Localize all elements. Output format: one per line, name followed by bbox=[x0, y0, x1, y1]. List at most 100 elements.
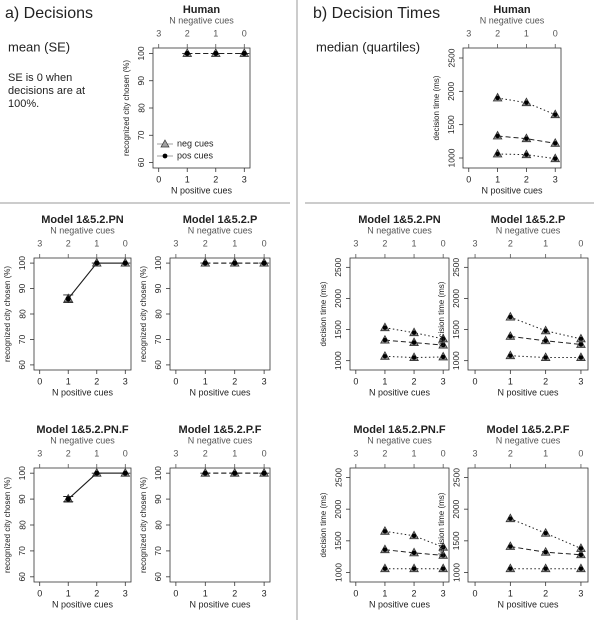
x2-tick-label: 3 bbox=[353, 238, 358, 248]
y-tick-label: 1500 bbox=[446, 115, 456, 134]
x2-tick-label: 2 bbox=[66, 238, 71, 248]
y-axis-label: decision time (ms) bbox=[319, 281, 328, 346]
marker bbox=[184, 50, 190, 57]
x-tick-label: 2 bbox=[412, 588, 417, 598]
x2-tick-label: 2 bbox=[66, 448, 71, 458]
y-tick-label: 60 bbox=[153, 360, 163, 370]
x-tick-label: 1 bbox=[203, 588, 208, 598]
x2-axis-label: N negative cues bbox=[50, 435, 115, 445]
y-tick-label: 90 bbox=[153, 284, 163, 294]
y-tick-label: 70 bbox=[153, 546, 163, 556]
y-tick-label: 1500 bbox=[333, 531, 343, 550]
x2-axis-label: N negative cues bbox=[496, 435, 561, 445]
marker bbox=[411, 566, 417, 571]
marker bbox=[578, 342, 584, 347]
x-tick-label: 2 bbox=[232, 376, 237, 386]
marker bbox=[232, 470, 238, 476]
x2-tick-label: 2 bbox=[508, 238, 513, 248]
section-subtitle: mean (SE) bbox=[8, 39, 70, 54]
y-tick-label: 2500 bbox=[451, 258, 461, 277]
y-tick-label: 1000 bbox=[446, 148, 456, 167]
x2-tick-label: 3 bbox=[473, 238, 478, 248]
marker bbox=[508, 314, 513, 320]
x2-tick-label: 0 bbox=[578, 448, 583, 458]
plot-frame bbox=[467, 257, 589, 371]
marker bbox=[524, 100, 529, 105]
x-tick-label: 0 bbox=[353, 588, 358, 598]
x-tick-label: 3 bbox=[123, 588, 128, 598]
y-tick-label: 60 bbox=[153, 572, 163, 582]
x2-tick-label: 3 bbox=[173, 448, 178, 458]
x-tick-label: 3 bbox=[242, 174, 247, 184]
x2-tick-label: 0 bbox=[441, 448, 446, 458]
y-tick-label: 70 bbox=[17, 546, 27, 556]
panel-title: Model 1&5.2.PN bbox=[358, 214, 441, 226]
series-line bbox=[510, 518, 582, 549]
y-tick-label: 2500 bbox=[333, 468, 343, 487]
y-axis-label: recognized city chosen (%) bbox=[122, 60, 131, 156]
x2-tick-label: 2 bbox=[508, 448, 513, 458]
section-subtitle: median (quartiles) bbox=[316, 39, 420, 54]
marker bbox=[578, 355, 584, 360]
x-tick-label: 1 bbox=[66, 376, 71, 386]
x-axis-label: N positive cues bbox=[52, 387, 114, 397]
y-tick-label: 80 bbox=[17, 309, 27, 319]
x2-tick-label: 2 bbox=[203, 448, 208, 458]
panel-title: Model 1&5.2.P bbox=[491, 214, 566, 226]
y-axis-label: recognized city chosen (%) bbox=[139, 477, 148, 573]
x-tick-label: 3 bbox=[553, 174, 558, 184]
y-tick-label: 100 bbox=[153, 466, 163, 480]
panel-title: Human bbox=[493, 4, 531, 16]
x2-tick-label: 1 bbox=[94, 448, 99, 458]
plot-frame bbox=[349, 467, 450, 583]
marker bbox=[495, 151, 500, 157]
y-tick-label: 90 bbox=[17, 284, 27, 294]
y-tick-label: 1000 bbox=[451, 351, 461, 370]
x2-tick-label: 3 bbox=[173, 238, 178, 248]
marker bbox=[261, 260, 267, 266]
x-axis-label: N positive cues bbox=[497, 387, 559, 397]
marker bbox=[411, 330, 417, 335]
panel-title: Model 1&5.2.PN.F bbox=[353, 424, 446, 436]
x-tick-label: 0 bbox=[473, 588, 478, 598]
y-tick-label: 1000 bbox=[333, 351, 343, 370]
x-tick-label: 2 bbox=[94, 376, 99, 386]
marker bbox=[202, 470, 208, 476]
x2-tick-label: 3 bbox=[353, 448, 358, 458]
marker bbox=[578, 336, 584, 342]
x-tick-label: 3 bbox=[441, 376, 446, 386]
marker bbox=[440, 354, 446, 360]
x2-axis-label: N negative cues bbox=[367, 225, 432, 235]
note: SE is 0 when decisions are at 100%. bbox=[8, 72, 86, 110]
plot-frame bbox=[462, 47, 562, 169]
y-tick-label: 2000 bbox=[333, 289, 343, 308]
panel-title: Model 1&5.2.P bbox=[183, 214, 258, 226]
x2-tick-label: 3 bbox=[473, 448, 478, 458]
marker bbox=[382, 325, 388, 330]
x2-axis-label: N negative cues bbox=[367, 435, 432, 445]
y-axis-label: decision time (ms) bbox=[319, 492, 328, 557]
y-tick-label: 2500 bbox=[451, 468, 461, 487]
legend-marker bbox=[162, 153, 168, 159]
x-tick-label: 3 bbox=[578, 588, 583, 598]
x-tick-label: 3 bbox=[441, 588, 446, 598]
x2-tick-label: 0 bbox=[262, 448, 267, 458]
x-tick-label: 0 bbox=[37, 376, 42, 386]
y-tick-label: 60 bbox=[17, 360, 27, 370]
series-line bbox=[67, 472, 126, 500]
y-tick-label: 60 bbox=[136, 158, 146, 168]
marker bbox=[543, 338, 548, 343]
y-tick-label: 100 bbox=[153, 256, 163, 270]
y-axis-label: recognized city chosen (%) bbox=[3, 266, 12, 362]
y-tick-label: 60 bbox=[17, 572, 27, 582]
marker bbox=[508, 353, 513, 358]
plot-frame bbox=[349, 257, 450, 371]
y-tick-label: 70 bbox=[17, 334, 27, 344]
x2-tick-label: 0 bbox=[553, 28, 558, 38]
marker bbox=[495, 133, 500, 139]
y-tick-label: 1500 bbox=[333, 320, 343, 339]
marker bbox=[578, 552, 584, 557]
marker bbox=[440, 336, 446, 342]
x-tick-label: 0 bbox=[173, 376, 178, 386]
